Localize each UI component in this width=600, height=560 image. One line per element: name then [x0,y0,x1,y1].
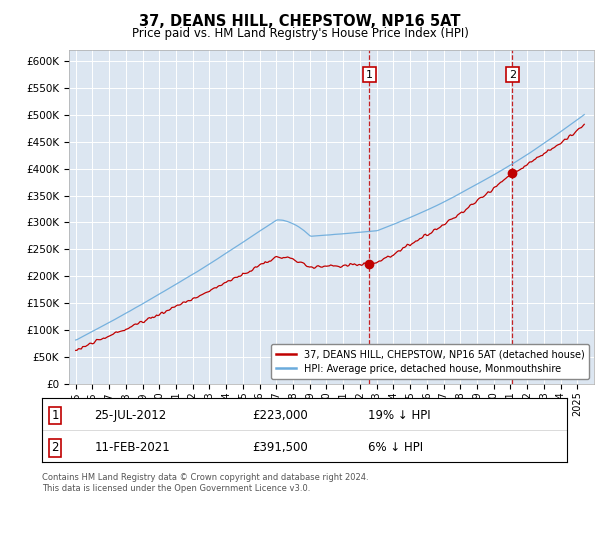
Text: 2: 2 [52,441,59,454]
Legend: 37, DEANS HILL, CHEPSTOW, NP16 5AT (detached house), HPI: Average price, detache: 37, DEANS HILL, CHEPSTOW, NP16 5AT (deta… [271,344,589,379]
Text: £391,500: £391,500 [252,441,308,454]
Text: Contains HM Land Registry data © Crown copyright and database right 2024.
This d: Contains HM Land Registry data © Crown c… [42,473,368,493]
Text: 25-JUL-2012: 25-JUL-2012 [95,409,167,422]
Text: 1: 1 [366,69,373,80]
Text: 6% ↓ HPI: 6% ↓ HPI [367,441,422,454]
Text: 11-FEB-2021: 11-FEB-2021 [95,441,170,454]
Text: £223,000: £223,000 [252,409,308,422]
Text: 37, DEANS HILL, CHEPSTOW, NP16 5AT: 37, DEANS HILL, CHEPSTOW, NP16 5AT [139,14,461,29]
Text: 1: 1 [52,409,59,422]
Text: Price paid vs. HM Land Registry's House Price Index (HPI): Price paid vs. HM Land Registry's House … [131,27,469,40]
Text: 2: 2 [509,69,516,80]
Text: 19% ↓ HPI: 19% ↓ HPI [367,409,430,422]
